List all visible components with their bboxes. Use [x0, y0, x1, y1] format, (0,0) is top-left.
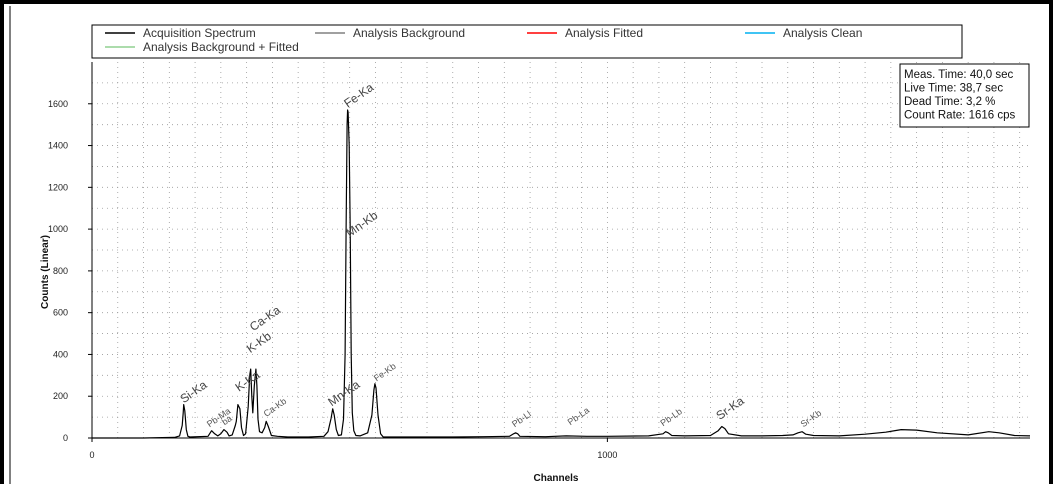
peak-label: Ca-Kb — [262, 396, 289, 419]
y-tick-label: 1200 — [48, 182, 68, 192]
legend-item-label: Analysis Background + Fitted — [143, 40, 299, 54]
legend-item-label: Analysis Fitted — [565, 26, 643, 40]
x-tick-label: 0 — [89, 450, 94, 460]
info-box — [899, 63, 1030, 128]
x-tick-label: 1000 — [597, 450, 617, 460]
peak-label: ba — [220, 413, 234, 427]
y-tick-label: 1000 — [48, 224, 68, 234]
plot-area: 0 200 400 600 800 1000 1200 1400 1600 0 1000 Si-Ka P… — [48, 62, 1031, 460]
info-line: Count Rate: 1616 cps — [904, 110, 1015, 122]
peak-label: Sr-Kb — [799, 408, 824, 429]
peak-label: K-Ka — [233, 368, 263, 395]
grid — [92, 62, 1030, 438]
info-box-text: Meas. Time: 40,0 sec Live Time: 38,7 secD… — [904, 69, 1015, 122]
y-tick-label: 1600 — [48, 99, 68, 109]
y-tick-label: 0 — [63, 433, 68, 443]
info-line: Meas. Time: 40,0 sec — [904, 69, 1014, 81]
legend-item-label: Analysis Clean — [783, 26, 862, 40]
y-tick-label: 1400 — [48, 141, 68, 151]
peak-label: Pb-Lb — [658, 406, 683, 428]
peak-label: Pb-Ll — [510, 409, 533, 429]
peak-label: Fe-Ka — [341, 80, 376, 110]
peak-label: K-Kb — [244, 329, 274, 356]
frame-left-bar — [0, 0, 4, 484]
peak-label: Fe-Kb — [372, 361, 398, 383]
legend-item-label: Analysis Background — [353, 26, 465, 40]
series-acquisition-spectrum — [92, 109, 1031, 439]
info-line: Live Time: 38,7 sec — [904, 83, 1003, 95]
frame-right-bar — [1049, 0, 1053, 484]
peak-label: Sr-Ka — [713, 393, 746, 422]
peak-label: Si-Ka — [177, 378, 209, 406]
legend-item-label: Acquisition Spectrum — [143, 26, 256, 40]
legend-box — [91, 24, 963, 59]
y-axis-title: Counts (Linear) — [40, 235, 51, 309]
frame-top-bar — [0, 0, 1053, 4]
legend: Acquisition Spectrum Analysis Background A… — [105, 26, 862, 54]
info-line: Dead Time: 3,2 % — [904, 96, 995, 108]
y-tick-label: 200 — [53, 391, 68, 401]
y-tick-label: 800 — [53, 266, 68, 276]
peak-label: Mn-Kb — [343, 208, 380, 240]
y-tick-label: 600 — [53, 308, 68, 318]
y-tick-label: 400 — [53, 349, 68, 359]
peak-label: Pb-La — [566, 405, 591, 427]
x-axis-title: Channels — [533, 473, 578, 484]
